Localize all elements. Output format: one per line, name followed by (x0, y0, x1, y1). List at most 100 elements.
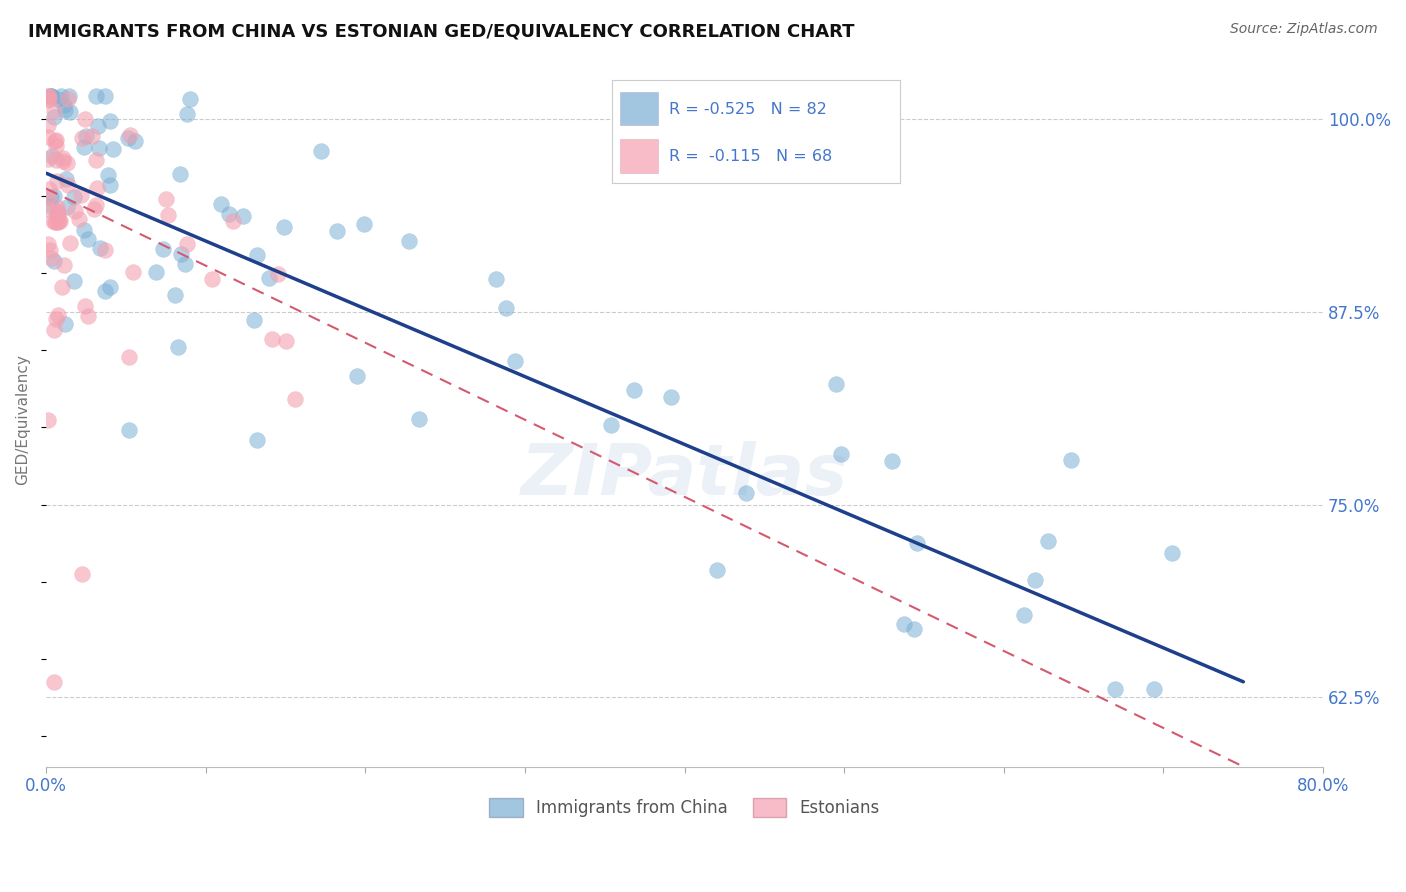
Point (53, 317, 76, 331)
Point (45, 153, 67, 168)
Point (44, 323, 66, 337)
Point (503, 354, 526, 368)
Point (274, 334, 297, 348)
Point (70, 130, 93, 145)
Point (86, 153, 108, 168)
Point (53, 98, 76, 112)
Point (1161, 546, 1184, 560)
Point (59, 235, 82, 250)
Point (260, 332, 283, 346)
Point (55, 172, 77, 186)
Point (326, 224, 349, 238)
Point (243, 313, 266, 327)
Point (37, 190, 59, 204)
Point (1038, 534, 1060, 549)
Point (346, 369, 368, 384)
Point (42, 188, 65, 202)
Point (75, 129, 97, 144)
Point (75, 299, 97, 313)
Point (284, 392, 307, 406)
Point (38, 92, 60, 106)
Point (86, 120, 108, 134)
Point (41, 149, 63, 163)
Point (89, 141, 111, 155)
Point (46, 205, 69, 219)
Point (56, 156, 79, 170)
Point (56, 200, 79, 214)
Point (39, 89, 62, 103)
Point (170, 247, 193, 261)
Point (398, 234, 420, 248)
Legend: Immigrants from China, Estonians: Immigrants from China, Estonians (482, 791, 886, 824)
Point (38, 182, 60, 196)
Point (169, 168, 191, 182)
Point (45, 138, 67, 153)
Point (49, 89, 72, 103)
Point (39, 199, 62, 213)
Point (48, 212, 70, 227)
Point (201, 271, 224, 285)
Point (52, 151, 75, 165)
Point (735, 485, 758, 500)
Point (37, 202, 59, 216)
Point (37, 130, 59, 145)
Point (56, 92, 79, 106)
Point (51, 280, 73, 294)
Point (353, 217, 375, 231)
Point (42, 110, 65, 124)
Point (84, 198, 107, 212)
Point (46, 205, 69, 219)
Point (70, 566, 93, 581)
Point (94, 89, 117, 103)
Point (117, 423, 139, 437)
Point (311, 144, 333, 158)
Point (73, 140, 96, 154)
Point (218, 207, 240, 221)
Point (152, 242, 174, 256)
Point (46, 200, 69, 214)
Point (52, 258, 75, 272)
Point (166, 340, 188, 354)
Point (246, 248, 269, 262)
Point (122, 265, 145, 279)
Point (98, 280, 121, 294)
Point (893, 616, 915, 631)
Point (495, 301, 517, 316)
Point (48, 214, 70, 228)
Point (37, 153, 59, 167)
Text: R = -0.525   N = 82: R = -0.525 N = 82 (669, 102, 827, 117)
Point (39, 89, 62, 103)
Point (485, 272, 508, 286)
Point (44, 134, 66, 148)
Point (179, 92, 201, 106)
Point (45, 133, 67, 147)
Point (37, 93, 59, 107)
Point (1012, 607, 1035, 622)
Point (163, 287, 186, 301)
Point (44, 215, 66, 229)
Point (59, 105, 82, 120)
Point (623, 383, 645, 397)
Y-axis label: GED/Equivalency: GED/Equivalency (15, 354, 30, 485)
Point (67, 212, 90, 227)
Point (62, 274, 84, 288)
Point (830, 447, 852, 461)
Point (39, 189, 62, 203)
Point (145, 264, 167, 278)
Point (48, 92, 70, 106)
Point (86, 181, 108, 195)
Point (45, 208, 67, 222)
Point (45, 215, 67, 229)
Point (46, 174, 69, 188)
Point (77, 309, 100, 323)
Point (222, 214, 245, 228)
Point (41, 251, 63, 265)
Point (1060, 452, 1083, 467)
Point (905, 536, 928, 550)
Point (42, 104, 65, 119)
Point (273, 220, 295, 235)
Point (37, 89, 59, 103)
Point (63, 204, 86, 219)
Point (83, 202, 105, 216)
Point (63, 189, 86, 203)
